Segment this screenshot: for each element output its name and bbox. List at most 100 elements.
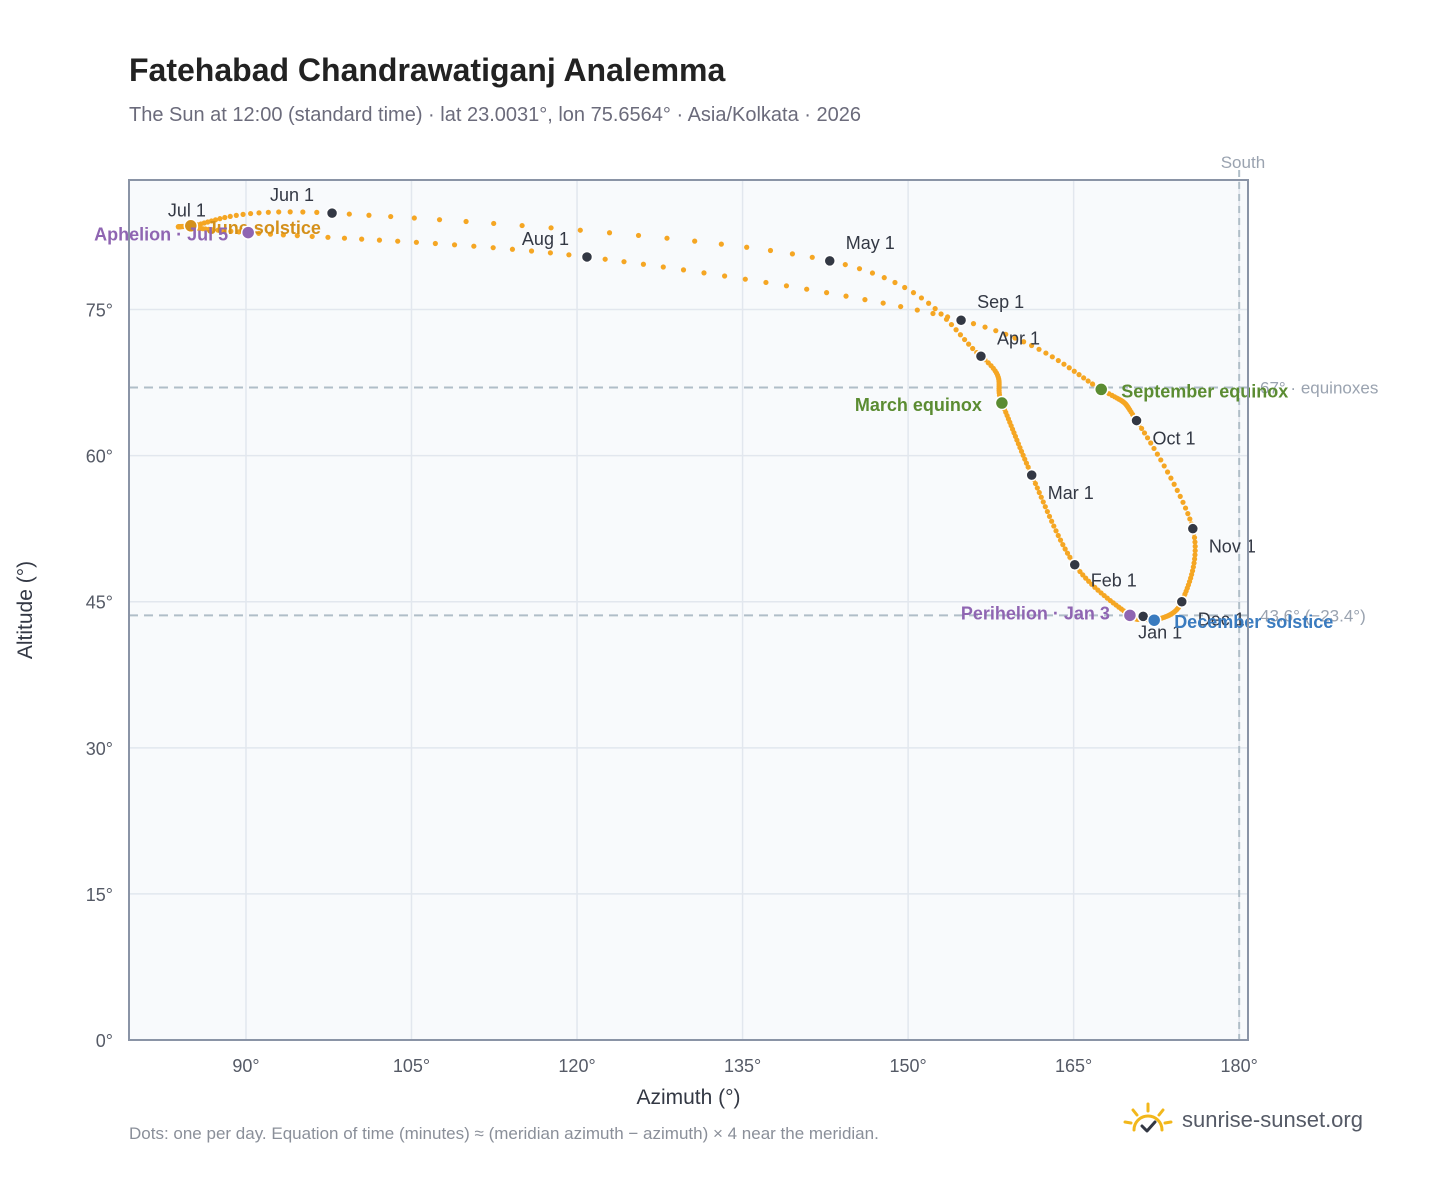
day-dot	[1043, 350, 1049, 356]
day-dot	[411, 215, 417, 221]
day-dot	[910, 290, 917, 296]
day-dot	[1061, 361, 1067, 367]
day-dot	[1025, 464, 1031, 470]
day-dot	[566, 252, 572, 258]
y-tick-label: 0°	[96, 1031, 113, 1051]
day-dot	[1191, 560, 1197, 566]
plot-area	[129, 180, 1248, 1040]
day-dot	[1051, 523, 1057, 529]
day-dot	[809, 254, 815, 260]
month-label: Jul 1	[168, 201, 206, 221]
month-label: Apr 1	[997, 328, 1040, 348]
day-dot	[744, 244, 750, 250]
x-tick-label: 105°	[393, 1056, 430, 1076]
day-dot	[1158, 457, 1164, 463]
month-label: Sep 1	[977, 292, 1024, 312]
day-dot	[914, 307, 920, 313]
day-dot	[1012, 335, 1018, 341]
event-label: Perihelion · Jan 3	[961, 603, 1110, 623]
month-marker	[1175, 595, 1189, 608]
day-dot	[1180, 499, 1186, 505]
x-tick-label: 180°	[1221, 1056, 1258, 1076]
day-dot	[763, 279, 769, 286]
day-dot	[1036, 489, 1042, 496]
brand-name[interactable]: sunrise-sunset.org	[1182, 1107, 1363, 1132]
day-dot	[276, 209, 282, 215]
day-dot	[948, 321, 955, 328]
south-label: South	[1221, 153, 1265, 172]
day-dot	[1060, 542, 1066, 548]
day-dot	[789, 251, 796, 257]
day-dot	[635, 232, 642, 239]
x-tick-label: 150°	[889, 1056, 926, 1076]
day-dot	[680, 267, 687, 273]
event-label: December solstice	[1174, 612, 1333, 632]
day-dot	[490, 245, 496, 251]
day-dot	[602, 256, 608, 262]
day-dot	[1182, 505, 1189, 511]
day-dot	[1191, 556, 1198, 562]
day-dot	[869, 270, 876, 276]
day-dot	[265, 209, 271, 215]
month-marker	[1025, 468, 1038, 482]
day-dot	[957, 332, 964, 338]
brand[interactable]: sunrise-sunset.org	[1120, 1100, 1363, 1140]
month-marker	[1068, 558, 1081, 571]
day-dot	[280, 232, 286, 238]
analemma-path	[175, 209, 1198, 624]
day-dot	[606, 230, 613, 236]
day-dot	[701, 270, 707, 276]
day-dot	[215, 227, 221, 233]
day-dot	[1187, 516, 1193, 522]
day-dot	[640, 261, 647, 267]
day-dot	[892, 279, 898, 286]
day-dot	[463, 218, 469, 225]
day-dot	[823, 290, 830, 296]
day-dot	[1034, 485, 1040, 491]
day-dot	[212, 217, 219, 223]
day-dot	[1036, 346, 1042, 352]
day-dot	[1029, 342, 1035, 349]
month-label: Jun 1	[270, 185, 314, 205]
event-label: March equinox	[855, 395, 982, 415]
chart-subtitle: The Sun at 12:00 (standard time) · lat 2…	[129, 104, 862, 126]
day-dot	[993, 328, 999, 334]
day-dot	[1055, 532, 1061, 539]
month-marker	[1130, 414, 1143, 427]
day-dot	[1003, 331, 1009, 337]
x-tick-label: 135°	[724, 1056, 761, 1076]
month-marker	[1186, 522, 1200, 535]
y-tick-label: 30°	[86, 739, 113, 759]
month-marker	[580, 250, 594, 264]
month-label: Feb 1	[1091, 571, 1137, 591]
day-dot	[1191, 535, 1198, 541]
day-dot	[1067, 554, 1073, 560]
x-tick-label: 90°	[232, 1056, 259, 1076]
day-dot	[1032, 480, 1039, 487]
day-dot	[359, 236, 365, 242]
month-marker	[974, 350, 988, 363]
day-dot	[660, 264, 666, 270]
day-dot	[509, 246, 516, 252]
day-dot	[856, 266, 863, 272]
day-dot	[1057, 537, 1064, 543]
y-tick-label: 15°	[86, 885, 113, 905]
day-dot	[926, 300, 932, 306]
day-dot	[1192, 539, 1198, 545]
day-dot	[1144, 435, 1151, 441]
month-label: Jan 1	[1138, 622, 1182, 642]
y-tick-label: 60°	[86, 447, 113, 467]
day-dot	[294, 233, 300, 239]
day-dot	[451, 242, 458, 248]
day-dot	[880, 300, 886, 306]
day-dot	[240, 211, 246, 217]
event-label: September equinox	[1121, 381, 1288, 401]
day-dot	[664, 235, 670, 241]
month-label: Oct 1	[1153, 429, 1196, 449]
event-label: Aphelion · Jul 5	[94, 225, 228, 245]
reference-line-label: 43.6° (−23.4°)	[1260, 606, 1366, 625]
day-dot	[436, 217, 443, 223]
x-axis-title: Azimuth (°)	[636, 1086, 740, 1109]
day-dot	[985, 360, 991, 366]
month-label: May 1	[846, 233, 895, 253]
